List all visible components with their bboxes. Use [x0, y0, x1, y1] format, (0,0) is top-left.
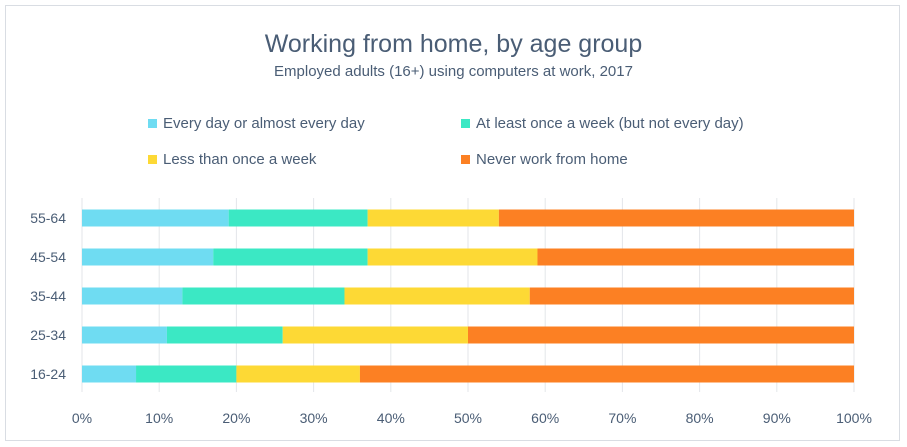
legend-swatch-less-than-weekly — [148, 154, 157, 164]
bar-35-44-every-day-or-almost-every-day — [82, 287, 183, 305]
bar-55-64-never-work-from-home — [498, 209, 854, 227]
bar-45-54-every-day-or-almost-every-day — [82, 248, 214, 266]
x-tick-label: 100% — [836, 410, 872, 426]
bar-45-54-less-than-once-a-week — [367, 248, 538, 266]
y-tick-label: 16-24 — [30, 366, 66, 382]
bars — [82, 209, 854, 383]
bar-16-24-at-least-once-a-week-but-not-every-day — [136, 365, 237, 383]
y-tick-label: 25-34 — [30, 327, 66, 343]
x-axis-labels: 0% 10% 20% 30% 40% 50% 60% 70% 80% 90% 100% — [72, 410, 872, 426]
legend-label-never: Never work from home — [476, 150, 628, 168]
bar-55-64-at-least-once-a-week-but-not-every-day — [228, 209, 368, 227]
bar-45-54-at-least-once-a-week-but-not-every-day — [213, 248, 368, 266]
legend-item-never: Never work from home — [461, 150, 628, 168]
legend-label-every-day: Every day or almost every day — [163, 114, 365, 132]
legend-swatch-weekly — [461, 118, 470, 128]
x-tick-label: 30% — [300, 410, 328, 426]
y-tick-label: 45-54 — [30, 249, 66, 265]
x-tick-label: 20% — [222, 410, 250, 426]
legend-swatch-every-day — [148, 118, 157, 128]
bar-25-34-never-work-from-home — [468, 326, 854, 344]
bar-35-44-never-work-from-home — [529, 287, 854, 305]
bar-55-64-every-day-or-almost-every-day — [82, 209, 229, 227]
y-tick-label: 35-44 — [30, 288, 66, 304]
chart-subtitle: Employed adults (16+) using computers at… — [274, 63, 633, 80]
x-tick-label: 80% — [686, 410, 714, 426]
x-tick-label: 60% — [531, 410, 559, 426]
bar-45-54-never-work-from-home — [537, 248, 854, 266]
legend-item-weekly: At least once a week (but not every day) — [461, 114, 744, 132]
x-tick-label: 90% — [763, 410, 791, 426]
x-tick-label: 40% — [377, 410, 405, 426]
legend-item-less-than-weekly: Less than once a week — [148, 150, 316, 168]
bar-35-44-less-than-once-a-week — [344, 287, 530, 305]
y-axis-labels: 55-64 45-54 35-44 25-34 16-24 — [30, 210, 66, 382]
x-tick-label: 10% — [145, 410, 173, 426]
bar-16-24-less-than-once-a-week — [236, 365, 360, 383]
bar-25-34-less-than-once-a-week — [282, 326, 468, 344]
bar-55-64-less-than-once-a-week — [367, 209, 499, 227]
legend-label-less-than-weekly: Less than once a week — [163, 150, 317, 168]
x-tick-label: 70% — [608, 410, 636, 426]
bar-16-24-never-work-from-home — [359, 365, 854, 383]
chart-title: Working from home, by age group — [264, 30, 643, 58]
bar-25-34-at-least-once-a-week-but-not-every-day — [166, 326, 283, 344]
bar-35-44-at-least-once-a-week-but-not-every-day — [182, 287, 345, 305]
legend-item-every-day: Every day or almost every day — [148, 114, 365, 132]
bar-16-24-every-day-or-almost-every-day — [82, 365, 137, 383]
legend-swatch-never — [461, 154, 470, 164]
bar-25-34-every-day-or-almost-every-day — [82, 326, 167, 344]
x-tick-label: 0% — [72, 410, 92, 426]
y-tick-label: 55-64 — [30, 210, 66, 226]
x-tick-label: 50% — [454, 410, 482, 426]
legend-label-weekly: At least once a week (but not every day) — [476, 114, 744, 132]
